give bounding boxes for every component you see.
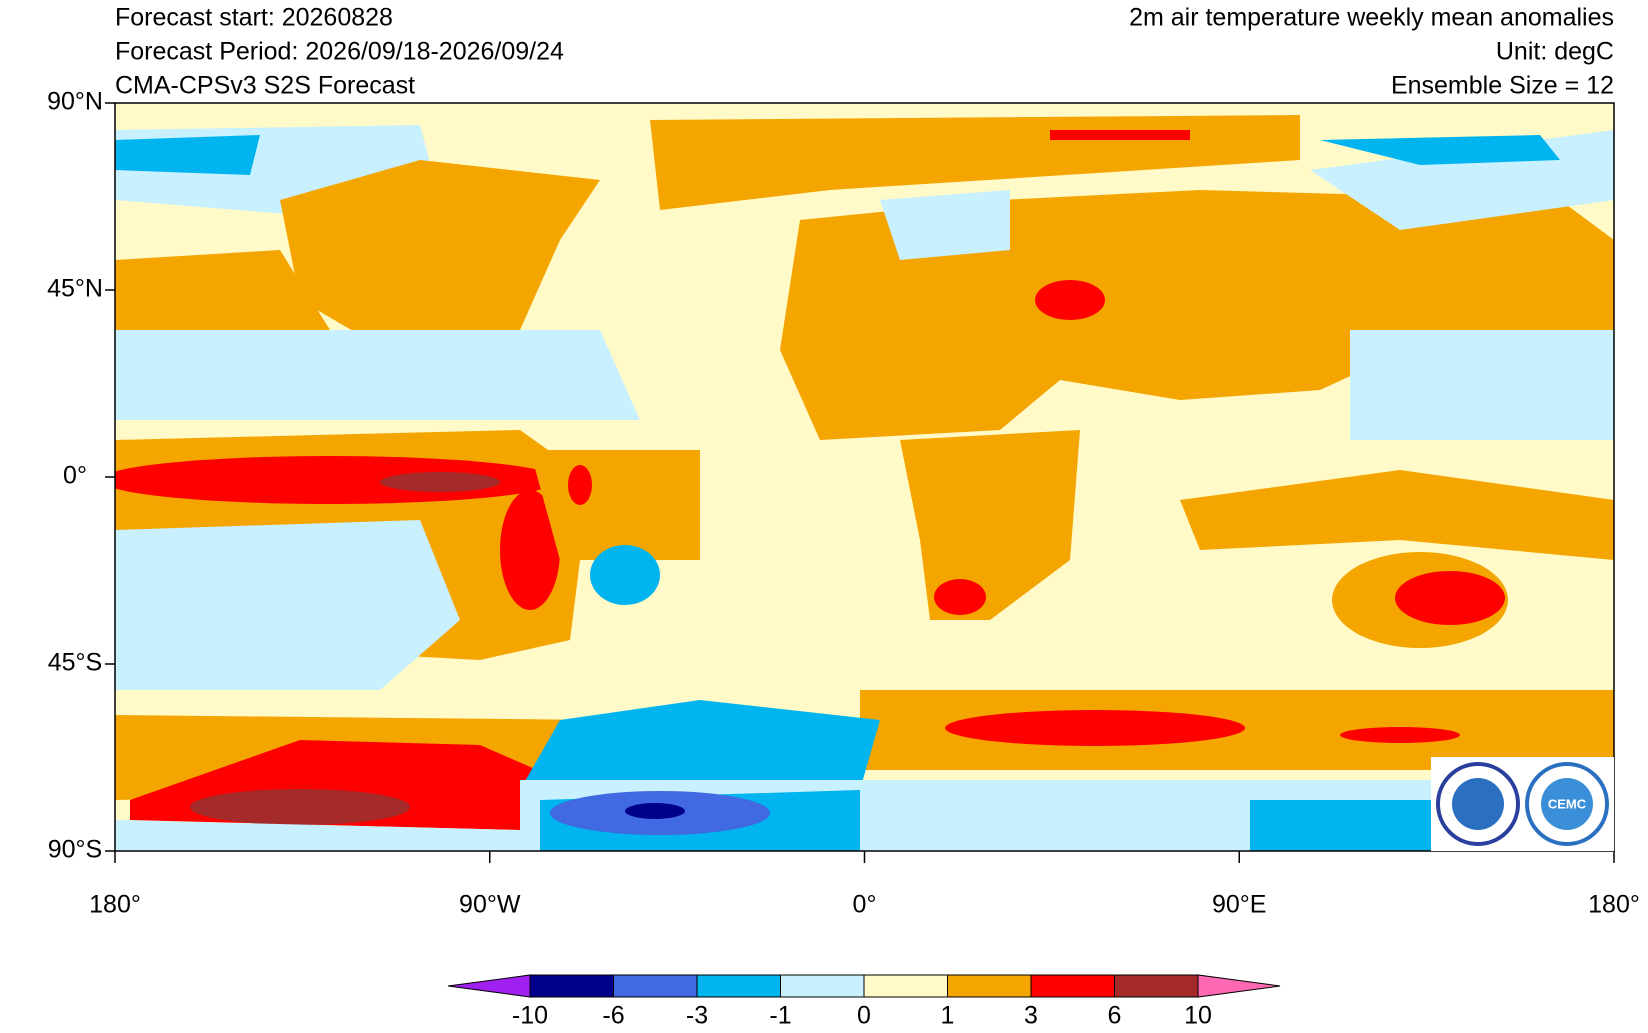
logo-text: CEMC — [1548, 796, 1587, 811]
header-right: Ensemble Size = 12 — [1391, 72, 1614, 100]
colorbar-box — [696, 974, 781, 998]
colorbar-box — [613, 974, 698, 998]
header-left: Forecast start: 20260828 — [115, 4, 393, 32]
colorbar-label: 3 — [1024, 1002, 1038, 1030]
lat-tick-label: 45°N — [47, 275, 103, 303]
lon-tick-label: 90°W — [459, 891, 521, 919]
lat-tick-label: 0° — [63, 462, 87, 490]
header-left: Forecast Period: 2026/09/18-2026/09/24 — [115, 38, 564, 66]
lat-tick-label: 90°N — [47, 88, 103, 116]
colorbar-box — [780, 974, 865, 998]
lat-tick-label: 45°S — [48, 649, 102, 677]
colorbar-label: 0 — [857, 1002, 871, 1030]
logos: CEMC — [1431, 757, 1614, 851]
header-right: 2m air temperature weekly mean anomalies — [1129, 4, 1614, 32]
colorbar-label: -1 — [769, 1002, 791, 1030]
colorbar-label: 10 — [1184, 1002, 1212, 1030]
anomaly-field — [115, 103, 1614, 851]
colorbar-box — [529, 974, 614, 998]
lon-tick-label: 180° — [89, 891, 141, 919]
header-right: Unit: degC — [1496, 38, 1614, 66]
lon-tick-label: 180° — [1588, 891, 1640, 919]
colorbar-label: -3 — [686, 1002, 708, 1030]
colorbar-box — [1030, 974, 1115, 998]
colorbar-box — [1114, 974, 1199, 998]
colorbar-end — [447, 974, 531, 998]
colorbar-label: 1 — [941, 1002, 955, 1030]
lon-tick-label: 0° — [853, 891, 877, 919]
colorbar-box — [863, 974, 948, 998]
lon-tick-label: 90°E — [1212, 891, 1266, 919]
header-left: CMA-CPSv3 S2S Forecast — [115, 72, 415, 100]
colorbar-box — [947, 974, 1032, 998]
colorbar-label: -6 — [602, 1002, 624, 1030]
colorbar-label: 6 — [1108, 1002, 1122, 1030]
colorbar-end — [1197, 974, 1281, 998]
colorbar-label: -10 — [512, 1002, 548, 1030]
lat-tick-label: 90°S — [48, 836, 102, 864]
